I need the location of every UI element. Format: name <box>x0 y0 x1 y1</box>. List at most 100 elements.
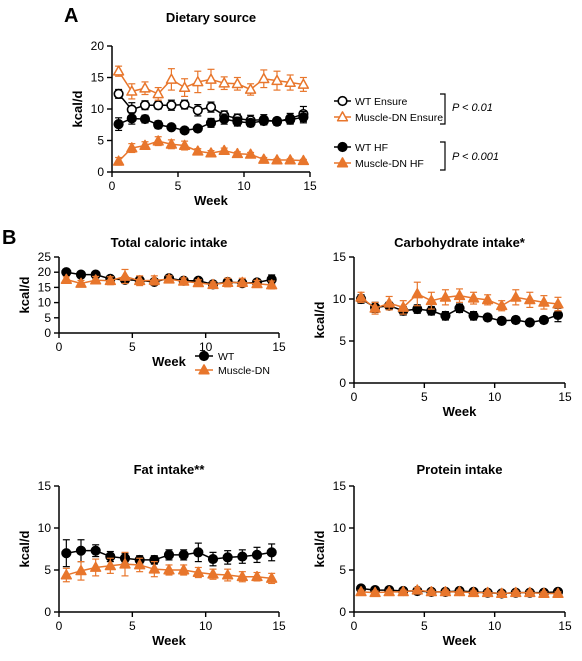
data-point <box>425 294 438 306</box>
data-point <box>271 115 283 127</box>
x-tick-label: 15 <box>272 340 286 354</box>
x-tick-label: 5 <box>421 390 428 404</box>
x-axis-label: Week <box>443 404 477 419</box>
data-point <box>192 105 203 116</box>
data-point <box>113 119 124 130</box>
y-tick-label: 15 <box>333 250 347 264</box>
data-point <box>153 100 164 111</box>
data-point <box>355 291 367 302</box>
data-point <box>231 147 244 159</box>
data-point <box>538 296 550 307</box>
y-tick-label: 10 <box>91 102 105 116</box>
y-tick-label: 0 <box>97 165 104 179</box>
x-tick-label: 0 <box>351 619 358 633</box>
data-point <box>298 112 309 123</box>
chart-5: Protein intake 0 5 10 15 0 5 10 15 Week kcal/d <box>312 462 572 648</box>
x-tick-label: 10 <box>199 340 213 354</box>
data-point <box>369 586 381 598</box>
data-point <box>468 310 479 321</box>
x-tick-label: 15 <box>558 390 572 404</box>
legend-label: WT HF <box>355 142 388 154</box>
y-tick-label: 10 <box>333 292 347 306</box>
data-point <box>139 113 151 125</box>
data-point <box>75 277 87 288</box>
data-point <box>236 276 248 287</box>
data-point <box>179 99 190 110</box>
pvalue-hf: P < 0.001 <box>452 151 499 163</box>
data-point <box>113 88 124 99</box>
y-tick-label: 5 <box>44 563 51 577</box>
data-point <box>178 275 190 286</box>
data-point <box>178 549 189 560</box>
data-point <box>178 564 190 575</box>
series-2 <box>60 551 278 585</box>
y-tick-label: 0 <box>44 605 51 619</box>
series-3 <box>113 110 309 136</box>
x-tick-label: 15 <box>272 619 286 633</box>
data-point <box>284 154 296 165</box>
data-point <box>496 587 508 598</box>
data-point <box>355 585 367 597</box>
data-point <box>205 102 217 113</box>
data-point <box>251 570 263 582</box>
legend-entry: Muscle-DN <box>195 364 270 377</box>
data-point <box>193 547 204 558</box>
chart-title: Total caloric intake <box>111 235 228 250</box>
data-point <box>205 147 217 158</box>
data-point <box>218 144 230 156</box>
data-point <box>271 74 283 86</box>
data-point <box>192 123 203 134</box>
legend-entry: Muscle-DN Ensure <box>334 111 443 124</box>
legend-label: WT Ensure <box>355 96 407 108</box>
data-point <box>244 148 257 159</box>
legend-marker <box>337 95 348 107</box>
data-point <box>510 291 522 302</box>
data-point <box>90 545 101 556</box>
y-tick-label: 5 <box>97 134 104 148</box>
data-point <box>165 73 178 84</box>
data-point <box>285 114 296 125</box>
data-point <box>166 100 177 111</box>
data-point <box>148 563 160 574</box>
chart-1: Dietary source 0 5 10 15 0 5 10 15 20 Week kcal/d WT… <box>70 10 446 208</box>
data-point <box>75 545 87 556</box>
data-point <box>481 293 494 305</box>
y-tick-label: 20 <box>38 265 52 279</box>
data-point <box>266 279 278 290</box>
y-tick-label: 0 <box>339 605 346 619</box>
panel-a-letter: A <box>64 5 78 27</box>
legend-marker <box>198 364 210 375</box>
data-point <box>119 558 131 569</box>
y-tick-label: 0 <box>44 326 51 340</box>
legend-marker <box>198 350 210 362</box>
bracket-ensure <box>440 93 446 125</box>
data-point <box>496 315 507 326</box>
data-point <box>163 564 175 575</box>
legend-entry: Muscle-DN HF <box>334 157 424 170</box>
series-1 <box>61 539 277 568</box>
y-tick-label: 10 <box>38 296 52 310</box>
data-point <box>205 117 217 128</box>
y-tick-label: 10 <box>333 521 347 535</box>
data-point <box>552 309 564 321</box>
data-point <box>251 277 263 289</box>
legend-marker <box>336 157 349 168</box>
chart-title: Protein intake <box>417 462 503 477</box>
series-2 <box>60 268 278 290</box>
y-tick-label: 5 <box>339 334 346 348</box>
y-axis-label: kcal/d <box>312 531 327 568</box>
data-point <box>284 76 296 87</box>
x-tick-label: 10 <box>199 619 213 633</box>
data-point <box>218 77 230 88</box>
y-tick-label: 15 <box>38 479 52 493</box>
data-point <box>178 139 191 150</box>
data-point <box>90 274 102 285</box>
data-point <box>60 569 72 580</box>
data-point <box>440 310 451 321</box>
y-tick-label: 15 <box>91 71 105 85</box>
x-tick-label: 15 <box>303 179 317 193</box>
data-point <box>266 547 277 558</box>
y-tick-label: 20 <box>91 39 105 53</box>
